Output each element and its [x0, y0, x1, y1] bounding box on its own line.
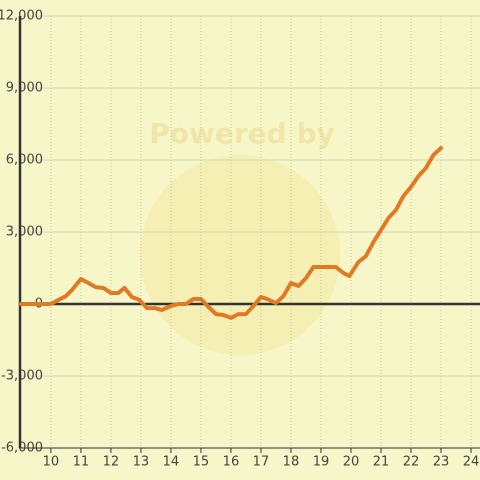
y-tick-label: 9,000: [6, 81, 43, 96]
x-tick-label: 16: [223, 455, 240, 470]
x-tick-label: 10: [43, 455, 60, 470]
x-tick-label: 24: [463, 455, 480, 470]
watermark-logo: [140, 155, 340, 355]
y-tick-label: -3,000: [1, 369, 43, 384]
y-tick-label: 6,000: [6, 153, 43, 168]
y-tick-label: 12,000: [0, 9, 43, 24]
x-tick-label: 21: [373, 455, 390, 470]
x-tick-label: 13: [133, 455, 150, 470]
x-tick-label: 12: [103, 455, 120, 470]
x-tick-label: 15: [193, 455, 210, 470]
watermark: Powered by: [149, 117, 335, 150]
x-tick-label: 23: [433, 455, 450, 470]
x-tick-label: 17: [253, 455, 270, 470]
x-tick-label: 19: [313, 455, 330, 470]
x-tick-label: 22: [403, 455, 420, 470]
y-tick-label: 3,000: [6, 225, 43, 240]
x-tick-label: 14: [163, 455, 180, 470]
x-tick-label: 11: [73, 455, 90, 470]
x-tick-label: 18: [283, 455, 300, 470]
data-line: [18, 146, 443, 320]
x-tick-label: 20: [343, 455, 360, 470]
